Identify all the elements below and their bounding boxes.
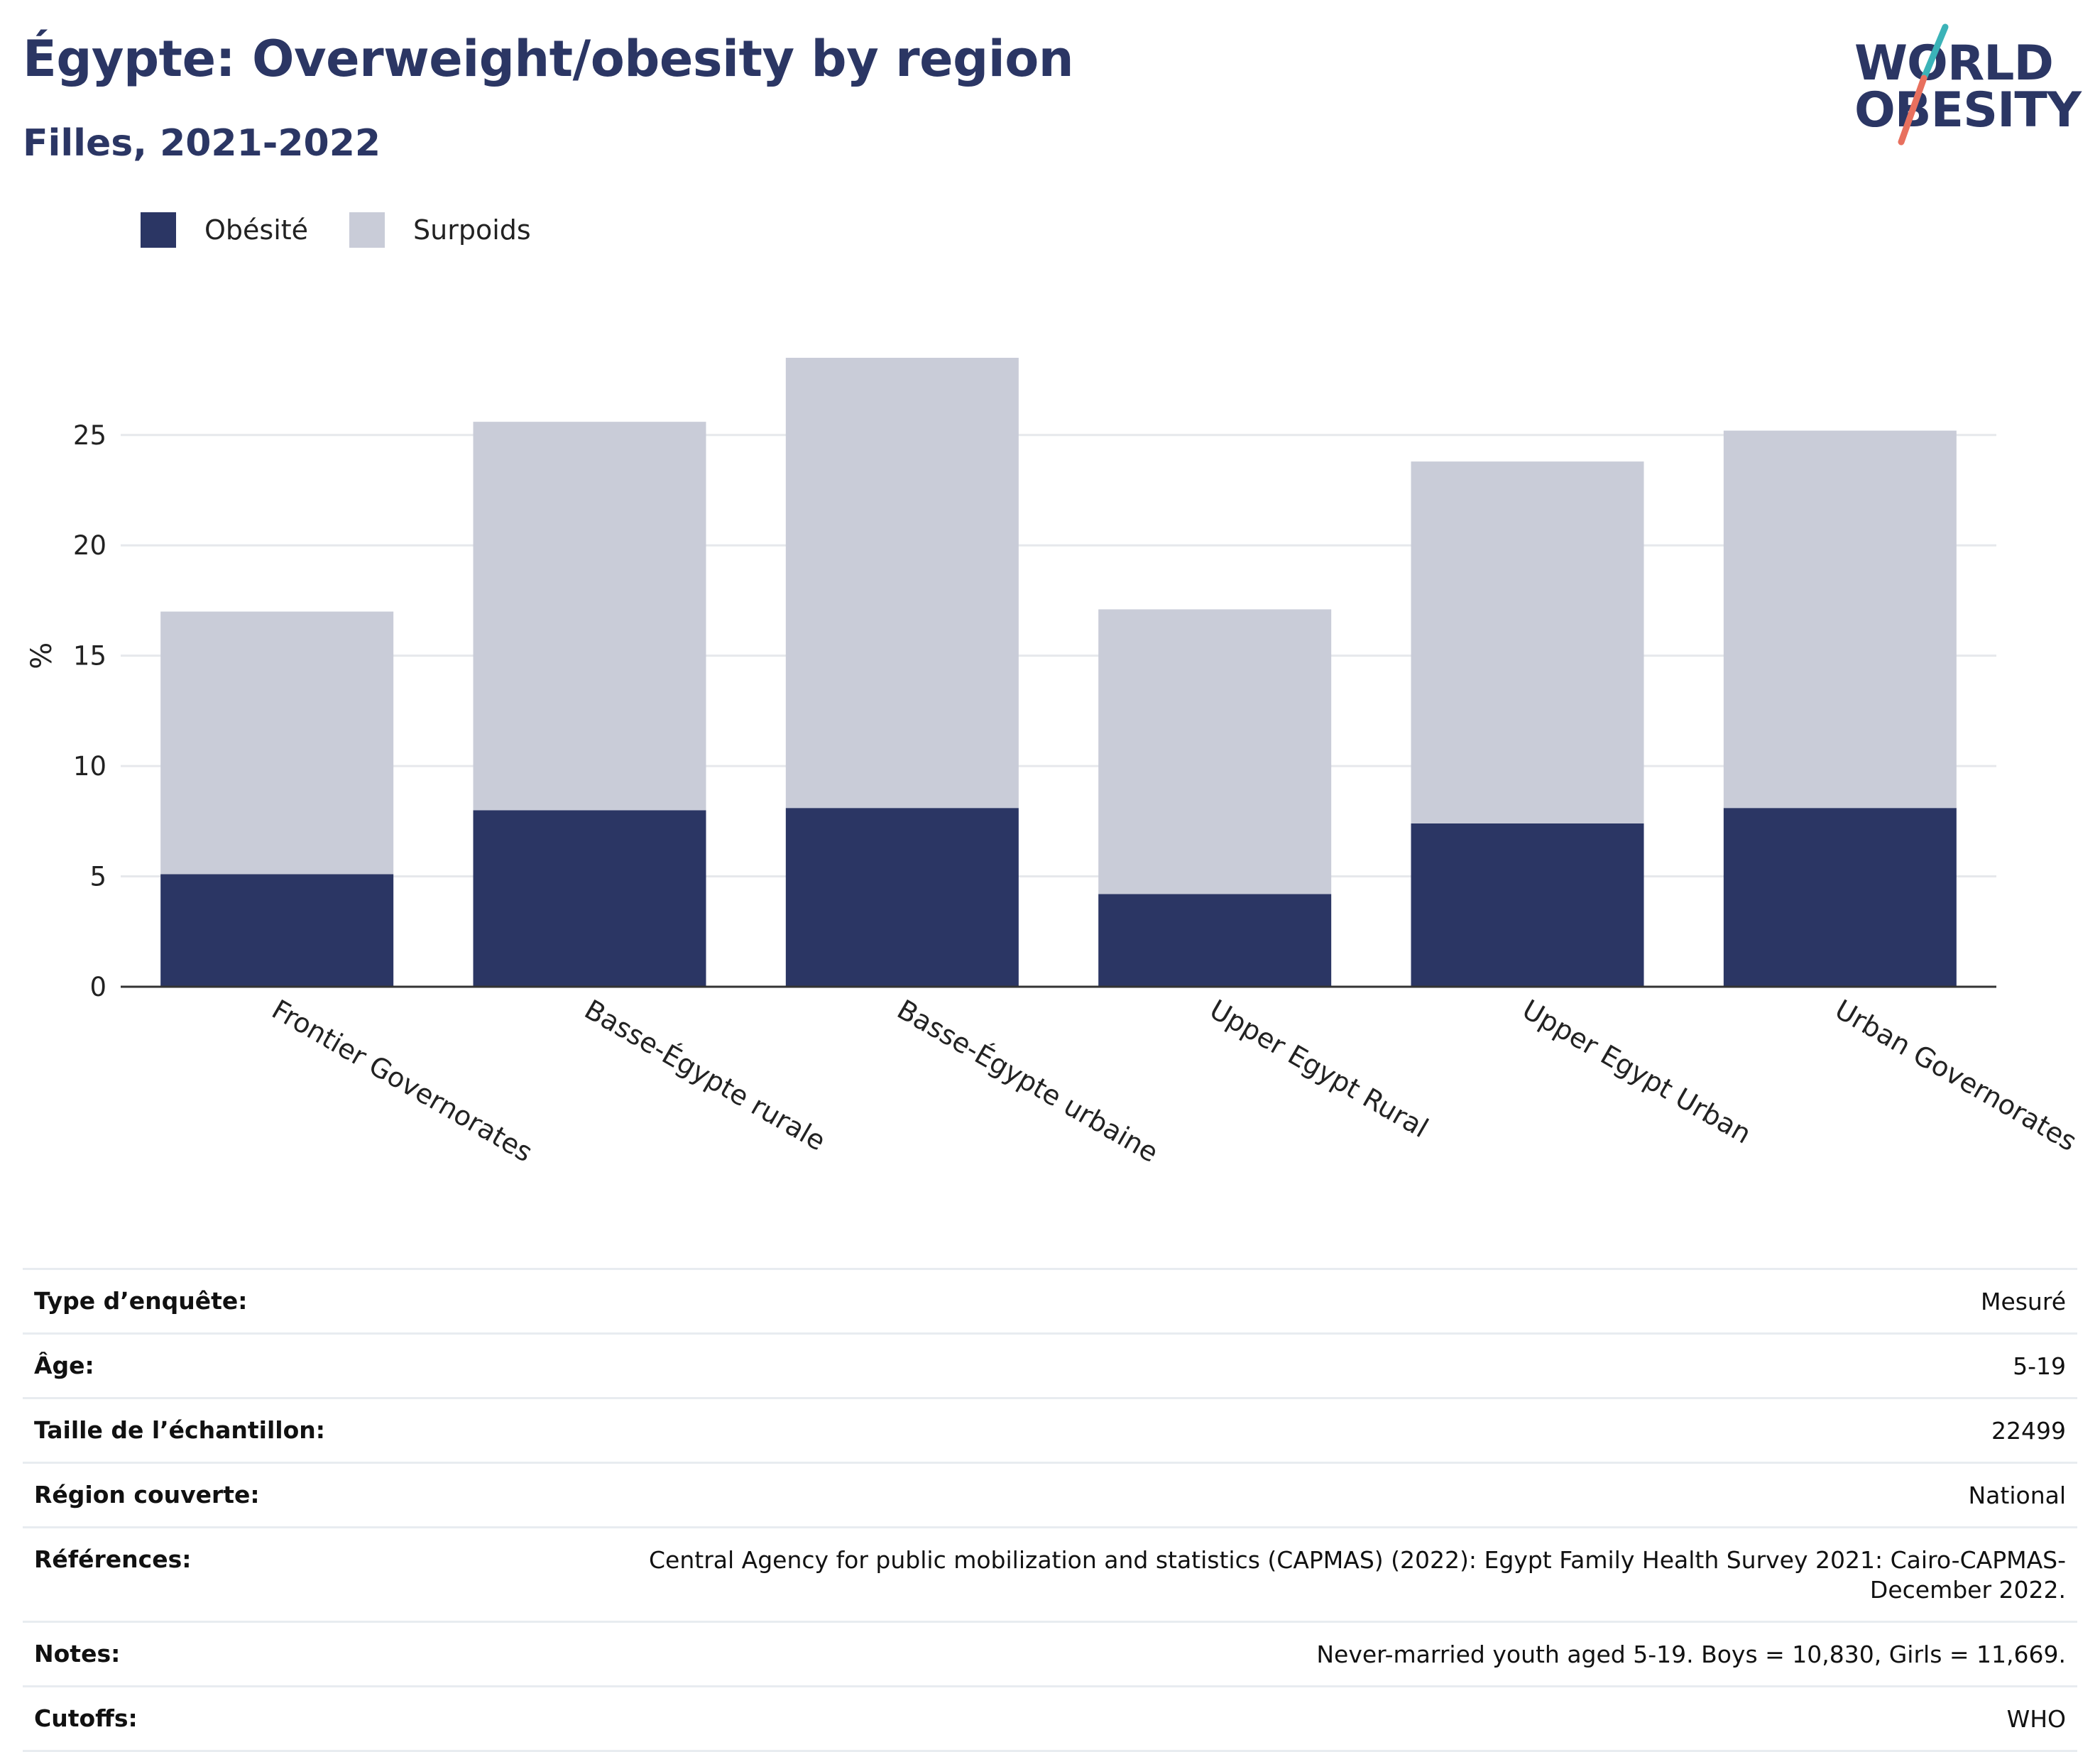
x-tick-label: Upper Egypt Rural <box>1205 994 1434 1144</box>
y-tick-label: 15 <box>73 641 106 672</box>
info-key: Type d’enquête: <box>34 1287 248 1315</box>
chart-bars <box>160 358 1957 987</box>
logo-text-obesity: OBESITY <box>1854 82 2082 138</box>
page-subtitle: Filles, 2021-2022 <box>23 122 381 165</box>
info-value: 5-19 <box>2013 1352 2066 1380</box>
info-key: Région couverte: <box>34 1481 260 1509</box>
bar-overweight <box>1723 430 1957 809</box>
info-row-cutoffs: Cutoffs: WHO <box>23 1685 2077 1752</box>
y-tick-label: 20 <box>73 530 106 561</box>
legend-swatch-overweight <box>349 212 385 248</box>
info-key: Références: <box>34 1545 192 1573</box>
info-row-references: Références: Central Agency for public mo… <box>23 1526 2077 1621</box>
legend-item-overweight[interactable]: Surpoids <box>349 212 531 248</box>
legend-swatch-obesity <box>141 212 176 248</box>
y-tick-label: 10 <box>73 751 106 782</box>
info-row-notes: Notes: Never-married youth aged 5-19. Bo… <box>23 1621 2077 1685</box>
logo-slash-top <box>1920 23 1949 82</box>
info-value: WHO <box>2006 1705 2066 1733</box>
bar-obesity <box>1411 823 1644 987</box>
y-tick-label: 25 <box>73 420 106 451</box>
stacked-bar-chart: 0 5 10 15 20 25% Frontier Governorates Basse-Ég… <box>26 358 2082 1168</box>
info-key: Notes: <box>34 1640 121 1668</box>
world-obesity-logo: WORLD OBESITY <box>1846 21 2087 149</box>
info-row-sample-size: Taille de l’échantillon: 22499 <box>23 1397 2077 1462</box>
bar-overweight <box>1411 461 1644 823</box>
bar-obesity <box>785 808 1019 987</box>
bar-overweight <box>160 611 394 875</box>
x-tick-label: Urban Governorates <box>1830 994 2082 1158</box>
logo-text-world: WORLD <box>1854 35 2054 92</box>
x-tick-label: Upper Egypt Urban <box>1517 994 1756 1150</box>
bar-obesity <box>160 874 394 987</box>
legend-label-obesity: Obésité <box>204 214 309 246</box>
info-value: Never-married youth aged 5-19. Boys = 10… <box>1316 1641 2066 1668</box>
y-tick-label: 0 <box>89 972 106 1002</box>
info-value: Central Agency for public mobilization a… <box>649 1546 2066 1604</box>
chart-legend: Obésité Surpoids <box>141 210 572 250</box>
info-key: Âge: <box>34 1352 94 1379</box>
legend-item-obesity[interactable]: Obésité <box>141 212 308 248</box>
y-axis-title: % <box>26 642 58 669</box>
x-tick-label: Frontier Governorates <box>267 994 538 1168</box>
info-value: National <box>1968 1482 2066 1509</box>
logo-slash-icon <box>1898 23 1949 146</box>
bar-obesity <box>1098 894 1332 987</box>
legend-label-overweight: Surpoids <box>413 214 531 246</box>
bar-overweight <box>473 422 706 811</box>
bar-obesity <box>1723 808 1957 987</box>
info-row-survey-type: Type d’enquête: Mesuré <box>23 1268 2077 1332</box>
chart-gridlines <box>121 434 1996 878</box>
page-title: Égypte: Overweight/obesity by region <box>23 30 1074 88</box>
bar-overweight <box>1098 609 1332 894</box>
info-key: Cutoffs: <box>34 1704 138 1732</box>
info-row-region: Région couverte: National <box>23 1462 2077 1526</box>
y-tick-label: 5 <box>89 862 106 892</box>
info-row-age: Âge: 5-19 <box>23 1332 2077 1397</box>
info-value: 22499 <box>1991 1417 2066 1445</box>
x-tick-label: Basse-Égypte urbaine <box>892 994 1164 1168</box>
survey-info-table: Type d’enquête: Mesuré Âge: 5-19 Taille … <box>23 1268 2077 1752</box>
x-tick-label: Basse-Égypte rurale <box>579 994 831 1157</box>
logo-slash-bottom <box>1898 75 1927 146</box>
bar-overweight <box>785 358 1019 809</box>
info-value: Mesuré <box>1980 1288 2066 1315</box>
info-key: Taille de l’échantillon: <box>34 1416 325 1444</box>
bar-obesity <box>473 810 706 987</box>
